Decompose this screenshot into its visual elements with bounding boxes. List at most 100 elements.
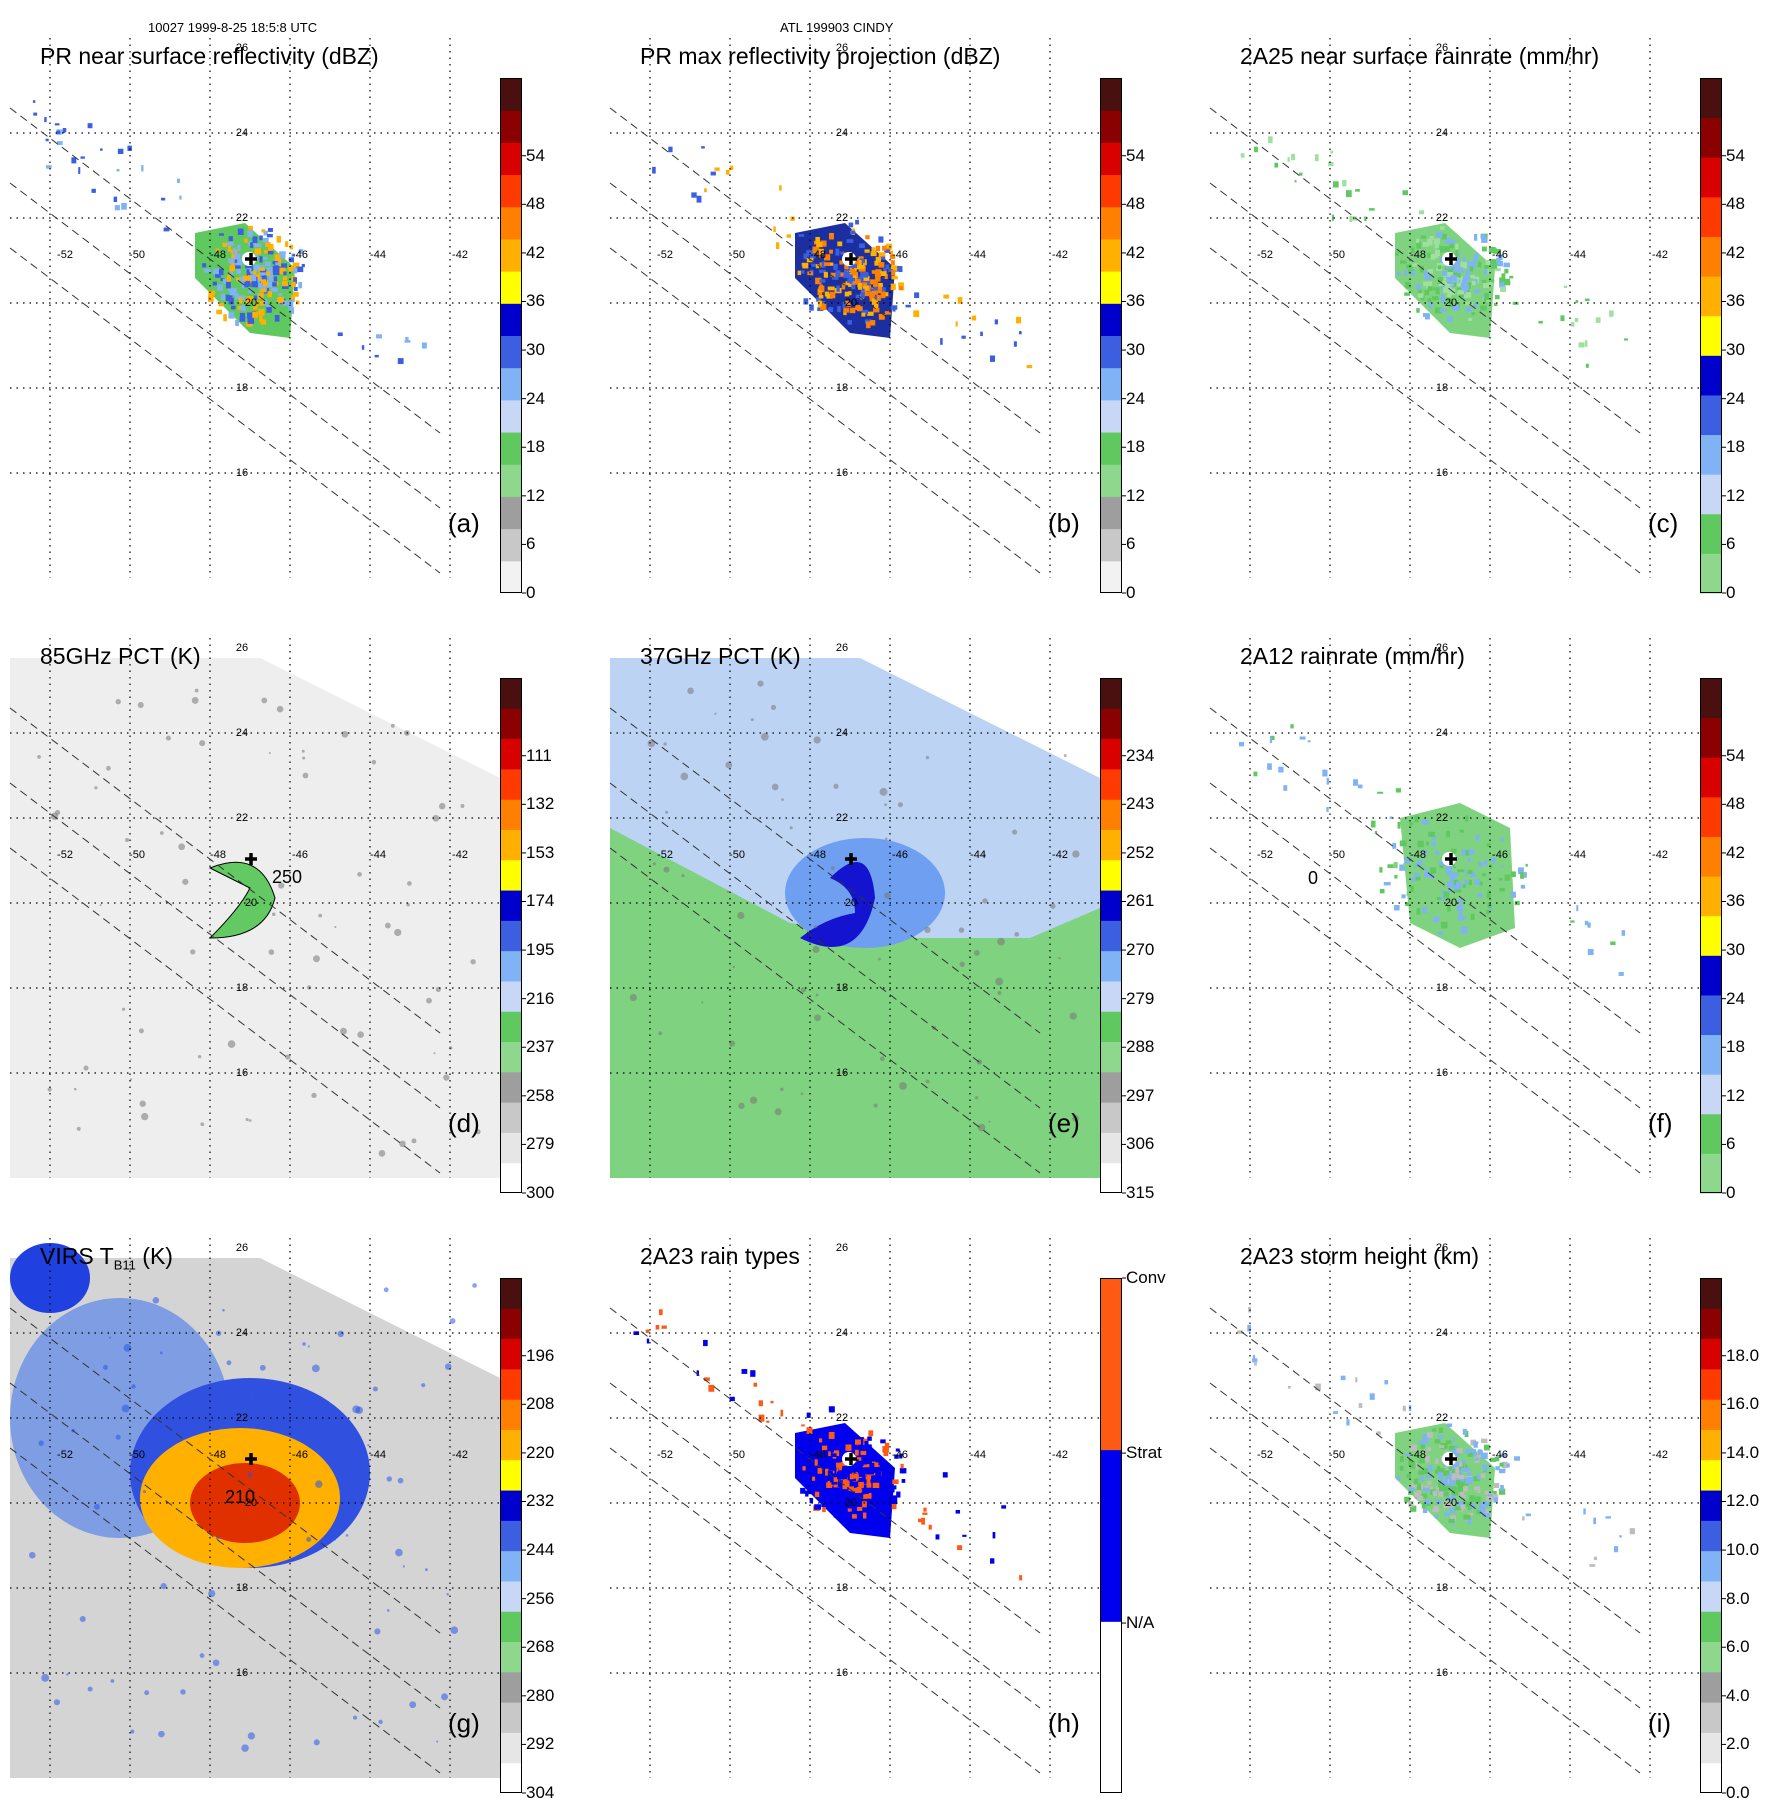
speckle xyxy=(780,1088,783,1091)
echo-pixel xyxy=(1432,296,1439,300)
echo-pixel xyxy=(1315,154,1319,161)
colorbar-swatch xyxy=(1700,316,1722,356)
echo-pixel xyxy=(1431,842,1436,846)
echo-pixel xyxy=(1419,210,1424,214)
echo-pixel xyxy=(1468,849,1474,854)
echo-pixel xyxy=(1436,232,1442,237)
echo-pixel xyxy=(235,320,239,326)
speckle xyxy=(434,1052,436,1054)
echo-pixel xyxy=(1308,740,1311,742)
echo-field xyxy=(1237,1307,1635,1567)
colorbar-label: 258 xyxy=(526,1086,554,1106)
echo-pixel xyxy=(1445,1486,1451,1491)
echo-pixel xyxy=(71,157,76,163)
echo-pixel xyxy=(849,223,854,228)
speckle xyxy=(246,1118,249,1121)
colorbar-label: 288 xyxy=(1126,1037,1154,1057)
speckle xyxy=(982,898,987,903)
speckle xyxy=(988,1120,990,1122)
echo-pixel xyxy=(255,244,262,248)
colorbar-swatch xyxy=(1700,474,1722,514)
echo-pixel xyxy=(814,1504,821,1509)
lon-label: -48 xyxy=(210,849,226,861)
echo-pixel xyxy=(808,1486,811,1491)
colorbar-label: 304 xyxy=(526,1783,554,1803)
echo-pixel xyxy=(828,1446,834,1449)
echo-pixel xyxy=(753,1383,757,1387)
echo-pixel xyxy=(1417,908,1421,914)
echo-pixel xyxy=(815,237,820,243)
echo-pixel xyxy=(1278,767,1283,773)
echo-pixel xyxy=(835,270,840,276)
speckle xyxy=(116,699,121,704)
map-a: -52 -50 -48 -46 -44 -42262422201816 xyxy=(10,38,500,578)
colorbar-label: 6 xyxy=(1726,534,1735,554)
lon-label: -42 xyxy=(1052,849,1068,861)
colorbar-swatch xyxy=(1100,271,1122,304)
echo-pixel xyxy=(1514,1456,1520,1460)
echo-pixel xyxy=(1446,1440,1451,1444)
echo-pixel xyxy=(228,258,235,263)
echo-pixel xyxy=(742,1369,748,1374)
echo-pixel xyxy=(375,355,379,357)
echo-pixel xyxy=(865,249,870,252)
echo-pixel xyxy=(847,239,854,243)
echo-pixel xyxy=(275,315,280,322)
echo-pixel xyxy=(275,262,279,265)
echo-pixel xyxy=(1397,272,1401,275)
echo-pixel xyxy=(1464,1514,1471,1519)
echo-pixel xyxy=(1428,1465,1432,1471)
colorbar-swatch xyxy=(500,1369,522,1400)
echo-pixel xyxy=(858,277,863,280)
speckle xyxy=(200,1653,205,1658)
echo-pixel xyxy=(836,1463,842,1468)
speckle xyxy=(122,1405,130,1413)
lat-label: 18 xyxy=(236,982,248,994)
colorbar-swatch xyxy=(500,1042,522,1073)
echo-pixel xyxy=(1444,1512,1450,1516)
panel-title: PR max reflectivity projection (dBZ) xyxy=(640,43,1000,70)
echo-pixel xyxy=(127,146,131,151)
echo-pixel xyxy=(223,243,227,247)
echo-pixel xyxy=(1586,364,1589,368)
echo-pixel xyxy=(766,1421,769,1423)
echo-pixel xyxy=(990,355,995,361)
echo-pixel xyxy=(802,1475,807,1481)
speckle xyxy=(353,1716,357,1720)
echo-pixel xyxy=(892,1479,898,1484)
echo-pixel xyxy=(248,226,253,230)
colorbar-label: 6 xyxy=(526,534,535,554)
speckle xyxy=(153,1297,160,1304)
echo-pixel xyxy=(1463,1429,1467,1435)
panel-pr-max-reflectivity: -52 -50 -48 -46 -44 -42 26 24 22 20 18 16 PR max ref… xyxy=(610,38,1130,578)
echo-pixel xyxy=(1471,914,1475,920)
echo-pixel xyxy=(880,1439,885,1443)
echo-pixel xyxy=(1400,840,1407,846)
echo-pixel xyxy=(863,1464,870,1467)
lat-label: 22 xyxy=(1436,812,1448,824)
echo-pixel xyxy=(33,100,35,103)
colorbar-label: 10.0 xyxy=(1726,1540,1759,1560)
lat-label: 22 xyxy=(836,212,848,224)
echo-pixel xyxy=(235,265,241,268)
speckle xyxy=(161,1583,167,1589)
colorbar-swatch xyxy=(1100,1102,1122,1133)
speckle xyxy=(357,872,362,877)
echo-pixel xyxy=(1455,244,1458,251)
echo-pixel xyxy=(1482,873,1486,875)
colorbar-swatch xyxy=(500,799,522,830)
echo-pixel xyxy=(1484,269,1487,274)
colorbar-label: 208 xyxy=(526,1394,554,1414)
echo-pixel xyxy=(798,271,801,275)
echo-pixel xyxy=(1402,190,1408,195)
colorbar-label: 216 xyxy=(526,989,554,1009)
speckle xyxy=(144,1690,149,1695)
echo-pixel xyxy=(858,260,861,266)
echo-pixel xyxy=(244,239,247,243)
lon-label: -44 xyxy=(1570,249,1586,261)
speckle xyxy=(714,713,716,715)
speckle xyxy=(926,1079,930,1083)
echo-pixel xyxy=(1463,891,1470,896)
echo-pixel xyxy=(1014,341,1017,346)
echo-pixel xyxy=(929,1525,932,1530)
